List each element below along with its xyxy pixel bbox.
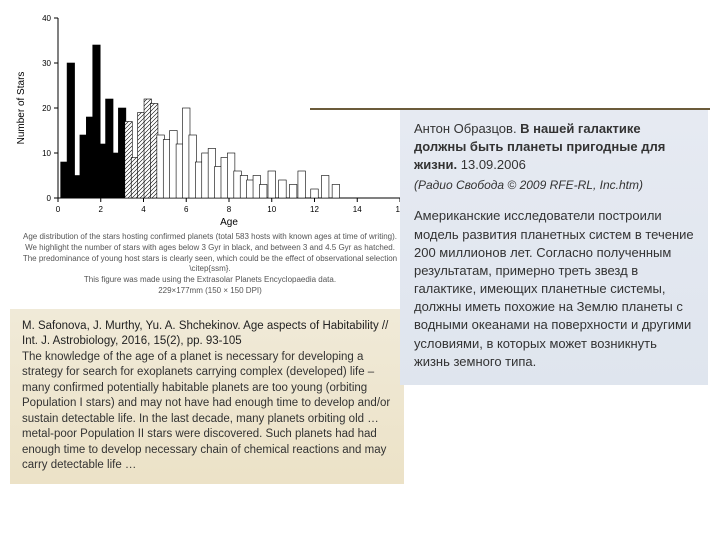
citation-body: The knowledge of the age of a planet is …	[22, 351, 390, 472]
svg-text:4: 4	[141, 205, 146, 214]
svg-text:10: 10	[42, 149, 51, 158]
figure-caption: Age distribution of the stars hosting co…	[10, 228, 410, 297]
svg-text:6: 6	[184, 205, 189, 214]
svg-text:Age: Age	[220, 217, 238, 228]
svg-text:20: 20	[42, 104, 51, 113]
age-histogram: 0102030400246810121416AgeNumber of Stars	[10, 8, 410, 228]
svg-text:0: 0	[56, 205, 61, 214]
svg-text:14: 14	[353, 205, 362, 214]
article-author: Антон Образцов.	[414, 121, 520, 136]
right-panel: Антон Образцов. В нашей галактике должны…	[400, 110, 708, 385]
caption-line: The predominance of young host stars is …	[16, 254, 404, 265]
caption-line: 229×177mm (150 × 150 DPI)	[16, 286, 404, 297]
svg-text:0: 0	[47, 194, 52, 203]
svg-text:10: 10	[267, 205, 276, 214]
caption-line: Age distribution of the stars hosting co…	[16, 232, 404, 243]
citation-box: M. Safonova, J. Murthy, Yu. A. Shchekino…	[10, 309, 404, 484]
caption-line: This figure was made using the Extrasola…	[16, 275, 404, 286]
article-body: Американские исследователи построили мод…	[414, 207, 694, 371]
caption-line: \citep{ssm}.	[16, 264, 404, 275]
svg-text:30: 30	[42, 59, 51, 68]
caption-line: We highlight the number of stars with ag…	[16, 243, 404, 254]
svg-text:12: 12	[310, 205, 319, 214]
svg-text:Number of Stars: Number of Stars	[16, 72, 27, 145]
article-date: 13.09.2006	[457, 157, 526, 172]
svg-text:2: 2	[99, 205, 104, 214]
citation-reference: M. Safonova, J. Murthy, Yu. A. Shchekino…	[22, 320, 388, 348]
svg-text:40: 40	[42, 14, 51, 23]
svg-text:8: 8	[227, 205, 232, 214]
article-source: Радио Свобода © 2009 RFE-RL, Inc.htm	[418, 178, 639, 192]
left-column: 0102030400246810121416AgeNumber of Stars…	[10, 8, 410, 484]
right-panel-heading: Антон Образцов. В нашей галактике должны…	[414, 120, 694, 175]
